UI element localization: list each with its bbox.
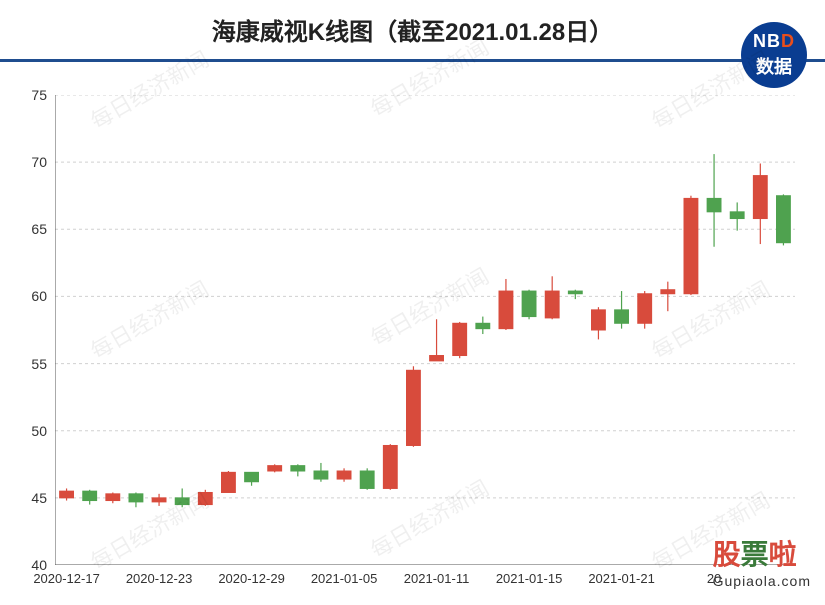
nbd-logo: NBD 数据 [741, 22, 807, 88]
nbd-logo-line2: 数据 [756, 53, 792, 79]
y-tick-label: 70 [31, 154, 47, 170]
y-tick-label: 55 [31, 356, 47, 372]
chart-title: 海康威视K线图（截至2021.01.28日） [0, 0, 825, 47]
x-tick-label: 2021-01-11 [404, 571, 470, 586]
x-tick-label: 2020-12-17 [33, 571, 100, 586]
x-tick-label: 2020-12-29 [218, 571, 285, 586]
y-tick-label: 65 [31, 221, 47, 237]
candlestick-svg [55, 95, 795, 565]
nbd-logo-line1: NBD [753, 31, 795, 52]
header: 海康威视K线图（截至2021.01.28日） NBD 数据 [0, 0, 825, 62]
corner-brand-url: Gupiaola.com [713, 573, 811, 589]
x-tick-label: 2021-01-15 [496, 571, 563, 586]
title-underline [0, 59, 825, 62]
y-tick-label: 60 [31, 288, 47, 304]
x-tick-label: 2021-01-21 [588, 571, 655, 586]
plot-area: 40455055606570752020-12-172020-12-232020… [55, 95, 795, 565]
corner-brand-name: 股票啦 [713, 533, 811, 573]
x-tick-label: 2021-01-05 [311, 571, 378, 586]
chart-root: 海康威视K线图（截至2021.01.28日） NBD 数据 4045505560… [0, 0, 825, 605]
y-tick-label: 75 [31, 87, 47, 103]
corner-brand: 股票啦 Gupiaola.com [713, 533, 811, 589]
x-tick-label: 2020-12-23 [126, 571, 193, 586]
y-tick-label: 45 [31, 490, 47, 506]
y-tick-label: 50 [31, 423, 47, 439]
